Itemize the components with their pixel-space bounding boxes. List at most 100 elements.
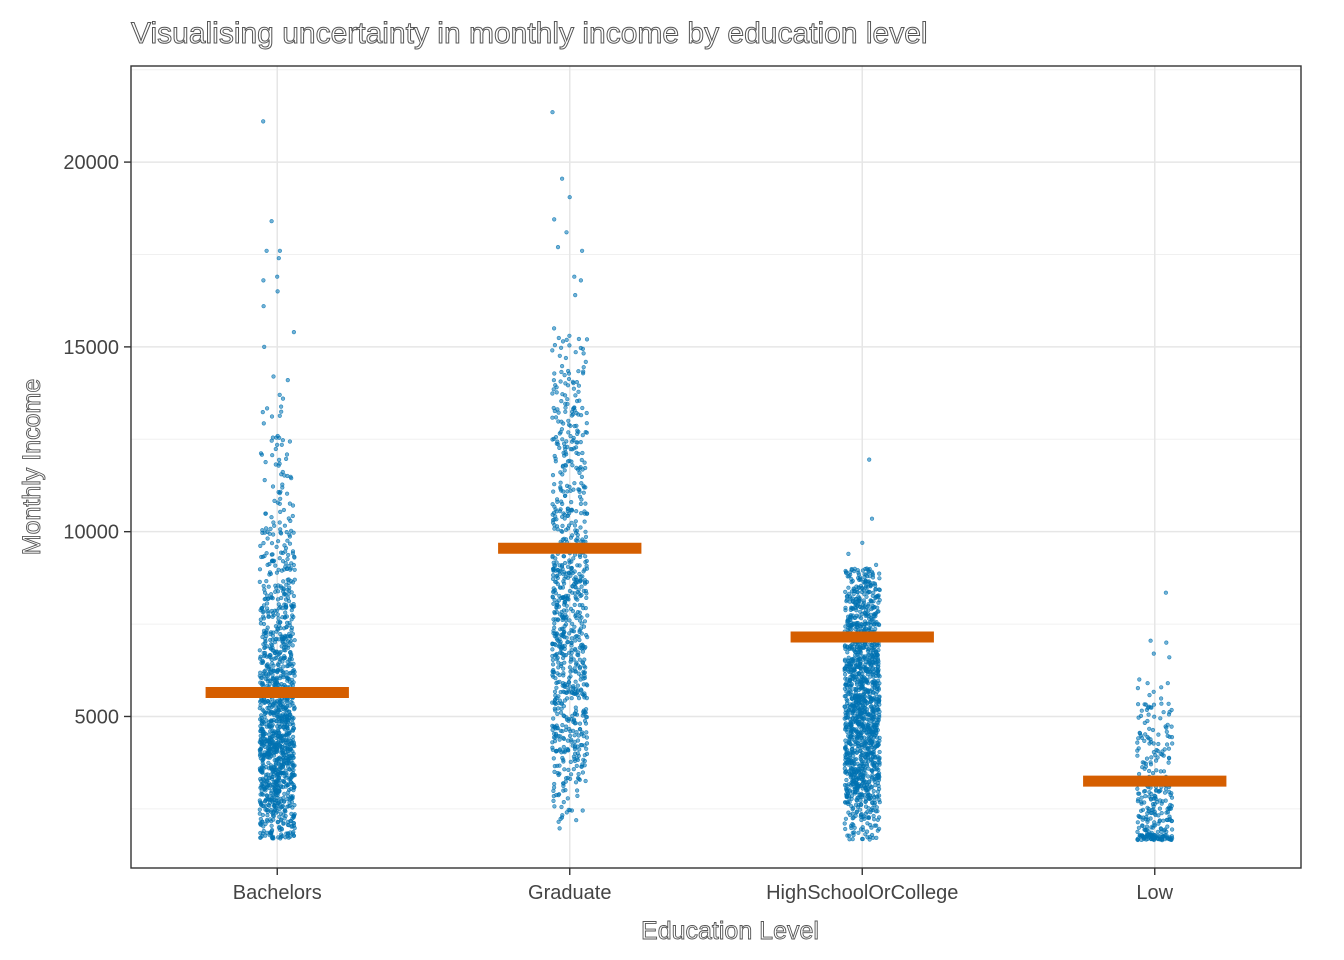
data-point [554, 560, 559, 565]
data-point [263, 807, 268, 812]
data-point [272, 803, 277, 809]
data-point [1166, 789, 1172, 795]
data-point [276, 709, 281, 714]
data-point [282, 718, 288, 723]
data-point [857, 646, 862, 652]
data-point [552, 689, 558, 694]
data-point [876, 772, 881, 777]
data-point [1136, 825, 1141, 830]
data-point [866, 740, 872, 746]
data-point [856, 741, 861, 746]
data-point [279, 827, 285, 832]
data-point [867, 837, 872, 842]
data-point [289, 758, 294, 763]
data-point [556, 772, 561, 778]
data-point [269, 414, 275, 419]
data-point [279, 798, 284, 803]
data-point [1159, 685, 1164, 690]
data-point [263, 511, 268, 516]
data-point [291, 833, 297, 838]
data-point [1169, 795, 1175, 800]
data-point [576, 634, 581, 639]
data-point [852, 775, 857, 780]
data-point [851, 591, 856, 597]
data-point [583, 778, 588, 784]
data-point [1144, 707, 1149, 713]
data-point [260, 528, 265, 533]
data-point [276, 704, 281, 709]
data-point [861, 827, 866, 833]
data-point [578, 674, 584, 679]
data-point [556, 410, 561, 415]
data-point [269, 595, 274, 600]
data-point [1142, 800, 1147, 805]
data-point [574, 730, 579, 735]
data-point [1155, 836, 1160, 841]
data-point [564, 724, 569, 729]
data-point [261, 583, 266, 589]
data-point [259, 718, 264, 723]
data-point [844, 599, 849, 604]
data-point [851, 568, 857, 574]
data-point [861, 675, 867, 680]
data-point [584, 595, 589, 601]
data-point [274, 586, 279, 591]
data-point [262, 478, 267, 483]
data-point [858, 772, 863, 778]
data-point [550, 672, 555, 678]
data-point [856, 693, 862, 698]
data-point [572, 733, 577, 738]
data-point [558, 650, 563, 655]
data-point [552, 343, 558, 348]
data-point [575, 683, 581, 688]
data-point [848, 707, 854, 712]
data-point [289, 796, 294, 802]
data-point [856, 830, 861, 835]
data-point [563, 574, 569, 579]
data-point [563, 776, 569, 781]
data-point [1148, 705, 1153, 710]
data-point [558, 689, 563, 695]
data-point [853, 615, 858, 620]
data-point [552, 769, 557, 775]
data-point [271, 793, 276, 798]
data-point [573, 648, 578, 653]
data-point [863, 687, 868, 692]
data-point [260, 758, 265, 763]
data-point [575, 738, 581, 743]
data-point [873, 702, 879, 708]
data-point [286, 761, 291, 766]
data-point [575, 652, 580, 657]
data-point [290, 720, 295, 726]
data-point [574, 440, 579, 445]
data-point [565, 401, 570, 407]
data-point [551, 489, 556, 494]
data-point [1135, 820, 1140, 825]
data-point [569, 696, 574, 701]
data-point [585, 613, 590, 618]
data-point [282, 641, 287, 647]
plot-panel-border [130, 65, 1302, 869]
data-point [261, 621, 267, 627]
data-point [873, 696, 879, 702]
data-point [584, 730, 589, 735]
data-point [273, 780, 278, 785]
chart-title: Visualising uncertainty in monthly incom… [131, 17, 928, 50]
data-point [557, 826, 562, 831]
data-point [292, 812, 297, 817]
data-point [1136, 771, 1142, 777]
data-point [291, 734, 296, 740]
data-point [866, 712, 871, 717]
data-point [583, 359, 588, 365]
data-point [564, 635, 569, 640]
data-point [561, 704, 567, 709]
data-point [574, 712, 580, 717]
data-point [1143, 702, 1148, 707]
data-point [847, 660, 852, 666]
data-point [290, 717, 295, 722]
data-point [558, 728, 563, 733]
data-point [550, 647, 555, 652]
data-point [554, 579, 559, 585]
data-point [860, 671, 865, 676]
data-point [1164, 833, 1169, 838]
